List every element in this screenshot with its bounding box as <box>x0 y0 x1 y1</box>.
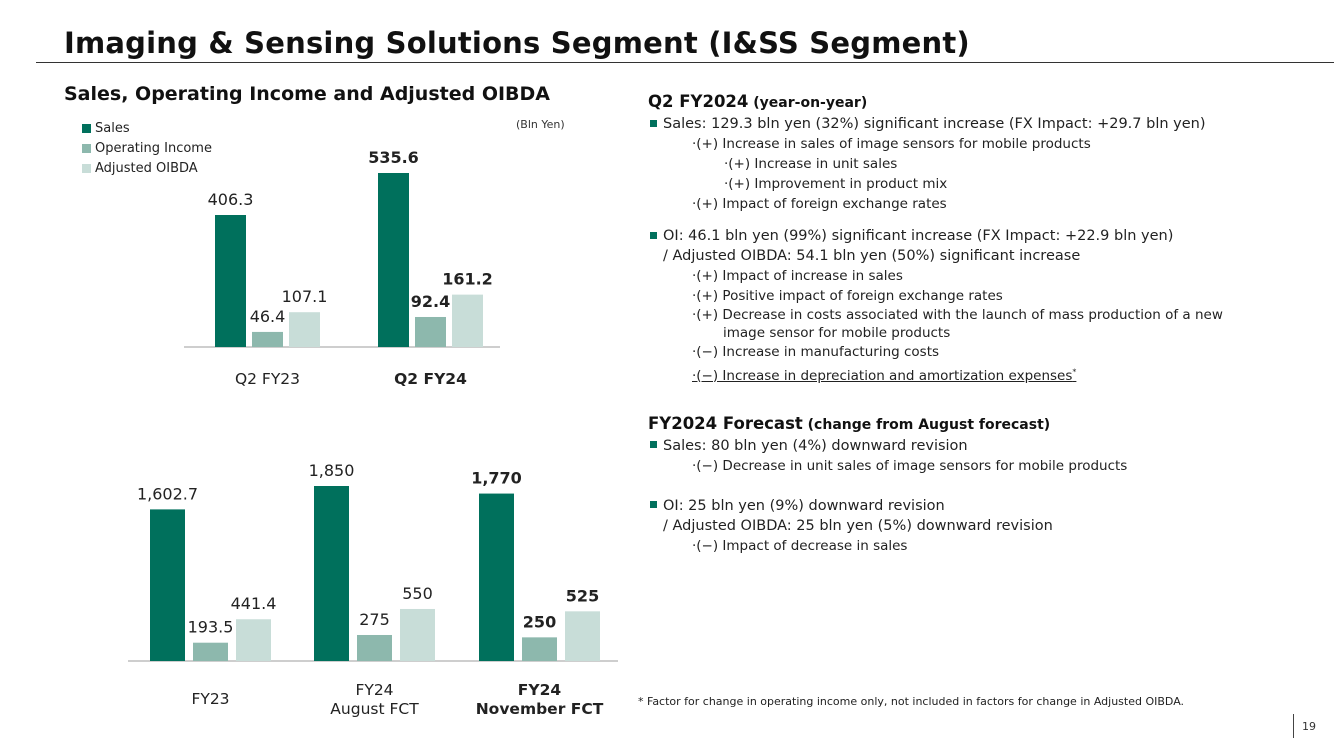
category-label-line: FY24 <box>355 681 393 699</box>
fy-heading: FY2024 Forecast (change from August fore… <box>648 412 1328 436</box>
category-label: FY24 August FCT <box>330 681 419 718</box>
q2-heading-main: Q2 FY2024 <box>648 92 749 111</box>
page-number-divider <box>1293 714 1294 738</box>
q2-sales-subfactor: ·(+) Improvement in product mix <box>724 176 948 192</box>
bar-adjusted-oibda <box>565 611 600 661</box>
data-label-sales: 406.3 <box>208 190 254 209</box>
bar-sales <box>150 509 185 661</box>
fy-oi-bullet: OI: 25 bln yen (9%) downward revision <box>648 496 1328 516</box>
q2-oi-factor: ·(+) Impact of increase in sales <box>692 268 903 284</box>
bar-adjusted-oibda <box>236 619 271 661</box>
data-label-adjusted-oibda: 107.1 <box>282 287 328 306</box>
fy-heading-sub: (change from August forecast) <box>802 416 1051 433</box>
category-label: Q2 FY23 <box>235 370 300 388</box>
category-label: Q2 FY24 <box>394 370 467 388</box>
bar-adjusted-oibda <box>289 312 320 347</box>
depreciation-factor: ·(−) Increase in depreciation and amorti… <box>692 367 1077 384</box>
fy-sales-bullet: Sales: 80 bln yen (4%) downward revision <box>648 436 1328 456</box>
legend-swatch-sales <box>82 123 91 133</box>
page-number: 19 <box>1302 720 1316 733</box>
category-label: FY24 November FCT <box>476 681 604 718</box>
page-title: Imaging & Sensing Solutions Segment (I&S… <box>64 26 970 60</box>
legend-item-sales: Sales <box>82 118 212 138</box>
data-label-adjusted-oibda: 161.2 <box>442 270 493 289</box>
q2-heading-sub: (year-on-year) <box>748 95 868 111</box>
bar-operating-income <box>193 642 228 661</box>
legend-label-operating-income: Operating Income <box>95 140 212 156</box>
data-label-operating-income: 92.4 <box>411 292 450 311</box>
q2-oibda-line: / Adjusted OIBDA: 54.1 bln yen (50%) sig… <box>663 248 1081 264</box>
fy-oibda-line: / Adjusted OIBDA: 25 bln yen (5%) downwa… <box>663 517 1053 534</box>
footnote: * Factor for change in operating income … <box>638 695 1185 708</box>
q2-sales-factor: ·(+) Increase in sales of image sensors … <box>692 136 1091 152</box>
bar-operating-income <box>357 634 392 661</box>
q2-sales-subfactor: ·(+) Increase in unit sales <box>724 156 898 172</box>
fy-sales-factor: ·(−) Decrease in unit sales of image sen… <box>692 457 1128 474</box>
bar-operating-income <box>415 316 446 347</box>
legend-item-operating-income: Operating Income <box>82 138 212 158</box>
category-label-line: November FCT <box>476 700 604 718</box>
q2-sales-bullet: Sales: 129.3 bln yen (32%) significant i… <box>648 114 1328 134</box>
legend-swatch-adjusted-oibda <box>82 163 91 173</box>
data-label-operating-income: 275 <box>359 610 390 629</box>
bar-sales <box>378 173 409 347</box>
unit-label: (Bln Yen) <box>516 118 565 131</box>
q2-heading: Q2 FY2024 (year-on-year) <box>648 90 1328 114</box>
data-label-adjusted-oibda: 441.4 <box>231 594 277 613</box>
q2-oi-bullet: OI: 46.1 bln yen (99%) significant incre… <box>648 226 1328 246</box>
q2-sales-factor: ·(+) Impact of foreign exchange rates <box>692 196 947 212</box>
data-label-operating-income: 250 <box>523 612 556 631</box>
data-label-sales: 1,602.7 <box>137 484 198 503</box>
category-label-line: FY24 <box>518 681 562 699</box>
commentary-panel: Q2 FY2024 (year-on-year) Sales: 129.3 bl… <box>648 90 1328 556</box>
bar-sales <box>479 493 514 661</box>
fy-oi-factor: ·(−) Impact of decrease in sales <box>692 537 908 554</box>
legend-swatch-operating-income <box>82 143 91 153</box>
data-label-adjusted-oibda: 525 <box>566 586 599 605</box>
chart-title: Sales, Operating Income and Adjusted OIB… <box>64 83 551 105</box>
title-divider <box>36 62 1334 63</box>
bar-operating-income <box>522 637 557 661</box>
footnote-mark: * <box>1072 367 1077 376</box>
legend-label-sales: Sales <box>95 120 130 136</box>
bar-operating-income <box>252 331 283 347</box>
category-label: FY23 <box>191 690 229 708</box>
data-label-sales: 1,850 <box>309 461 355 480</box>
q2-oi-factor-underlined: ·(−) Increase in depreciation and amorti… <box>648 362 1328 386</box>
q2-oi-factor: ·(+) Positive impact of foreign exchange… <box>692 288 1003 304</box>
legend-label-adjusted-oibda: Adjusted OIBDA <box>95 160 198 176</box>
data-label-operating-income: 46.4 <box>250 307 286 326</box>
depreciation-factor-text: ·(−) Increase in depreciation and amorti… <box>692 367 1073 384</box>
q2-oi-factor: ·(+) Decrease in costs associated with t… <box>692 307 1223 323</box>
data-label-sales: 535.6 <box>368 148 419 167</box>
bar-sales <box>215 215 246 347</box>
data-label-operating-income: 193.5 <box>188 618 234 637</box>
fy-heading-main: FY2024 Forecast <box>648 413 803 433</box>
bar-adjusted-oibda <box>452 294 483 347</box>
data-label-adjusted-oibda: 550 <box>402 584 433 603</box>
data-label-sales: 1,770 <box>471 469 522 488</box>
q2-oi-factor-continued: image sensor for mobile products <box>723 325 951 341</box>
legend-item-adjusted-oibda: Adjusted OIBDA <box>82 158 212 178</box>
category-label-line: August FCT <box>330 700 419 718</box>
bar-adjusted-oibda <box>400 608 435 661</box>
q2-oi-factor: ·(−) Increase in manufacturing costs <box>692 344 940 360</box>
bar-sales <box>314 486 349 661</box>
chart-legend: Sales Operating Income Adjusted OIBDA <box>82 118 212 178</box>
